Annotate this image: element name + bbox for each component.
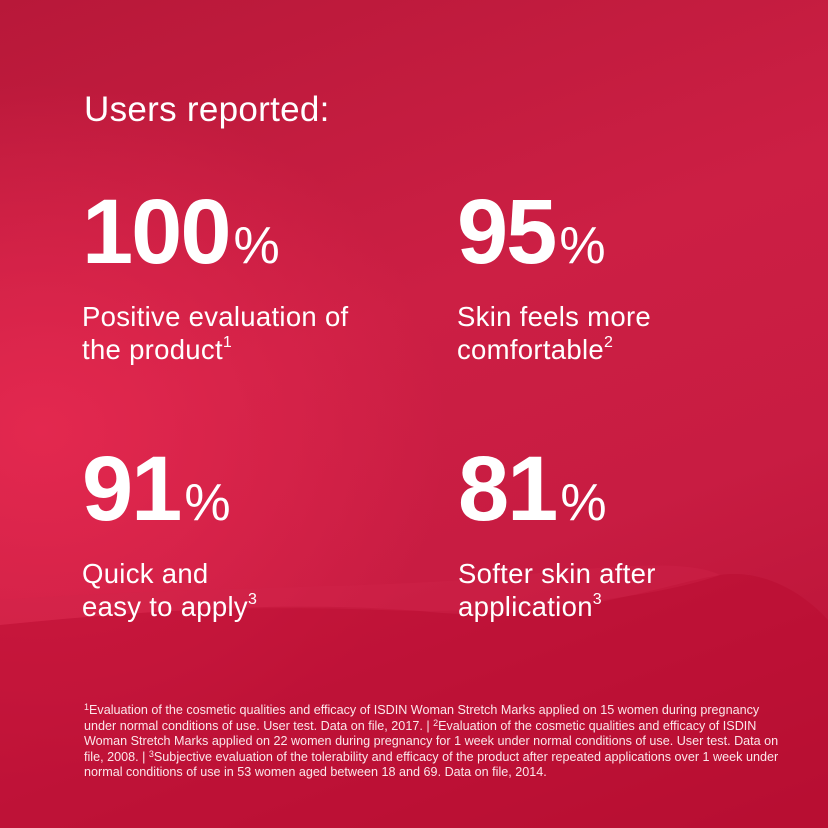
footnote-mark: 1: [84, 702, 90, 712]
stat-skin-comfortable: 95% Skin feels more comfortable2: [457, 186, 651, 366]
stat-value: 95: [457, 181, 557, 283]
footnote-text: Evaluation of the cosmetic qualities and…: [84, 703, 760, 733]
footnote-ref: 3: [247, 591, 258, 608]
stat-positive-evaluation: 100% Positive evaluation of the product1: [82, 186, 348, 366]
footnote-mark: 3: [148, 748, 154, 759]
footnote-ref: 2: [603, 334, 614, 351]
stat-unit: %: [233, 217, 280, 275]
stat-value: 91: [82, 438, 182, 540]
footnote-ref: 3: [592, 591, 602, 608]
stat-label: Positive evaluation of the product1: [82, 301, 349, 365]
headline: Users reported:: [84, 90, 330, 129]
stat-label: Softer skin after application3: [458, 558, 656, 622]
footnote-mark: 2: [433, 717, 439, 728]
footnote-text: Subjective evaluation of the tolerabilit…: [84, 749, 779, 780]
stat-unit: %: [560, 474, 607, 532]
stat-label: Skin feels more comfortable2: [457, 301, 652, 365]
stat-unit: %: [559, 217, 606, 275]
footnote-ref: 1: [222, 334, 233, 351]
stat-label: Quick and easy to apply3: [82, 558, 258, 622]
stat-value: 81: [458, 438, 558, 540]
stat-value: 100: [82, 181, 231, 283]
stat-unit: %: [184, 474, 231, 532]
footnote-text: Evaluation of the cosmetic qualities and…: [84, 718, 779, 764]
stat-softer-skin: 81% Softer skin after application3: [458, 443, 656, 623]
stat-quick-easy: 91% Quick and easy to apply3: [82, 443, 257, 623]
footnotes: 1Evaluation of the cosmetic qualities an…: [84, 703, 784, 781]
